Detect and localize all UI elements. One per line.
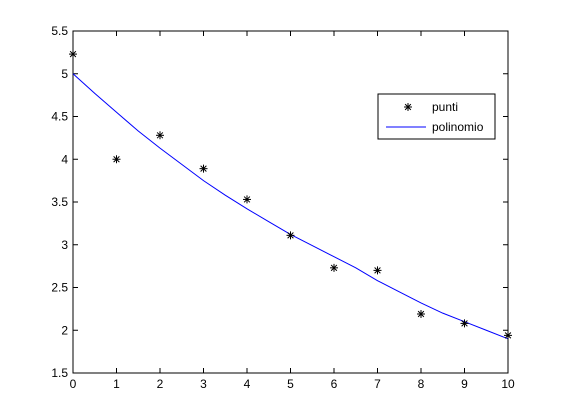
point-punti xyxy=(156,131,164,139)
axes-box xyxy=(73,31,508,373)
y-tick-label: 3 xyxy=(61,238,68,252)
y-tick-label: 2 xyxy=(61,323,68,337)
y-tick-label: 5 xyxy=(61,67,68,81)
point-punti xyxy=(113,155,121,163)
x-tick-label: 1 xyxy=(113,377,120,391)
x-tick-label: 5 xyxy=(287,377,294,391)
point-punti xyxy=(504,331,512,339)
x-tick-label: 2 xyxy=(157,377,164,391)
y-tick-label: 2.5 xyxy=(51,281,68,295)
point-punti xyxy=(243,195,251,203)
y-tick-label: 4.5 xyxy=(51,110,68,124)
y-tick-label: 4 xyxy=(61,152,68,166)
legend-label: punti xyxy=(432,100,458,114)
point-punti xyxy=(417,310,425,318)
x-tick-label: 8 xyxy=(418,377,425,391)
point-punti xyxy=(461,319,469,327)
x-tick-label: 3 xyxy=(200,377,207,391)
x-tick-label: 6 xyxy=(331,377,338,391)
point-punti xyxy=(330,264,338,272)
y-tick-label: 3.5 xyxy=(51,195,68,209)
x-tick-label: 4 xyxy=(244,377,251,391)
point-punti xyxy=(287,231,295,239)
point-punti xyxy=(374,266,382,274)
y-tick-label: 5.5 xyxy=(51,24,68,38)
plot-area xyxy=(73,31,508,373)
y-tick-label: 1.5 xyxy=(51,366,68,380)
legend: punti polinomio xyxy=(378,94,495,139)
legend-label: polinomio xyxy=(432,120,484,134)
point-punti xyxy=(69,50,77,58)
x-tick-label: 0 xyxy=(70,377,77,391)
x-tick-label: 9 xyxy=(461,377,468,391)
x-tick-label: 7 xyxy=(374,377,381,391)
point-punti xyxy=(200,165,208,173)
x-tick-label: 10 xyxy=(501,377,515,391)
legend-marker-punti xyxy=(404,103,412,111)
